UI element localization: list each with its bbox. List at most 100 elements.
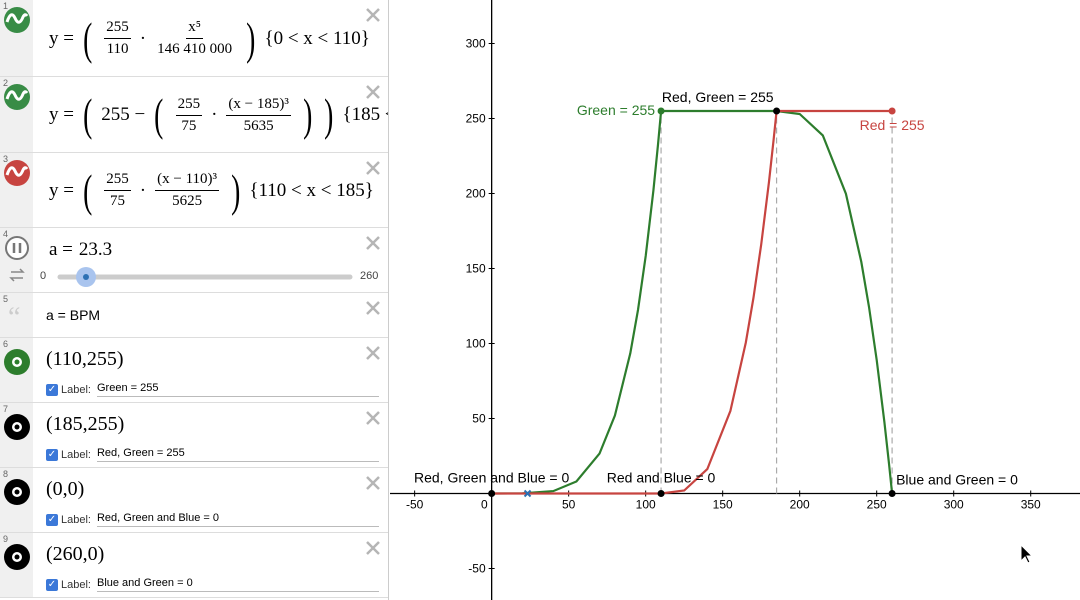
denominator: 75 xyxy=(181,117,197,134)
point-dot xyxy=(14,359,20,365)
checkbox[interactable]: ✓ xyxy=(46,513,58,526)
x-tick-label: 50 xyxy=(562,498,576,512)
math-token: y = xyxy=(49,27,74,49)
expression-row[interactable]: 4 a = 23.3 0 260 xyxy=(0,228,388,293)
slider-thumb[interactable] xyxy=(82,274,89,280)
expression-row[interactable]: 9 (260,0) ✓ Label: Blue and Green = 0 xyxy=(0,533,388,598)
point xyxy=(657,107,665,115)
slider-marker xyxy=(523,489,532,498)
delete-button[interactable] xyxy=(364,83,382,101)
row-icon xyxy=(4,7,30,33)
row-icon xyxy=(4,414,30,440)
row-icon xyxy=(4,479,30,505)
point xyxy=(488,490,496,497)
point xyxy=(888,490,896,497)
point xyxy=(773,107,781,115)
checkbox[interactable]: ✓ xyxy=(46,578,58,591)
x-tick-label: 150 xyxy=(713,498,733,512)
row-icon xyxy=(4,349,30,375)
row-icon xyxy=(4,160,30,186)
delete-x xyxy=(366,411,380,425)
row-icon xyxy=(4,544,30,570)
delete-button[interactable] xyxy=(364,159,382,177)
label-input[interactable]: Blue and Green = 0 xyxy=(96,577,379,592)
row-number: 8 xyxy=(3,469,9,479)
math-token: ) xyxy=(231,164,241,216)
math-token: ( xyxy=(83,12,93,64)
slider-min: 0 xyxy=(40,270,47,282)
point-label: Blue and Green = 0 xyxy=(896,472,1018,488)
wave xyxy=(5,13,29,24)
delete-button[interactable] xyxy=(364,344,382,362)
label-input[interactable]: Green = 255 xyxy=(96,382,379,397)
fraction: x⁵ 146 410 000 xyxy=(152,19,237,58)
loop-icon xyxy=(9,268,25,282)
label-caption: Label: xyxy=(61,578,91,591)
point-dot xyxy=(14,554,20,560)
wave xyxy=(5,166,29,177)
slider[interactable] xyxy=(50,262,360,292)
math-token: ) xyxy=(324,89,334,140)
math-token: ) xyxy=(302,89,313,140)
y-tick-label: 200 xyxy=(466,187,486,201)
fraction: 255 110 xyxy=(101,19,134,58)
numerator: 255 xyxy=(104,19,131,39)
delete-button[interactable] xyxy=(364,474,382,492)
denominator: 110 xyxy=(106,41,129,57)
delete-button[interactable] xyxy=(364,234,382,252)
row-icon xyxy=(4,84,30,110)
fraction: (x − 185)³ 5635 xyxy=(223,96,293,135)
delete-button[interactable] xyxy=(364,299,382,317)
expression-row[interactable]: 7 (185,255) ✓ Label: Red, Green = 255 xyxy=(0,403,388,468)
y-tick-label: 100 xyxy=(466,337,486,351)
row-number: 9 xyxy=(3,534,9,544)
icon-strip xyxy=(0,293,33,337)
y-tick-label: 150 xyxy=(466,262,486,276)
delete-button[interactable] xyxy=(364,6,382,24)
graph-canvas: -50 0 50 100 150 200 250 300 350 -50 50 100 150 200 25… xyxy=(390,0,1080,600)
expression-row[interactable]: 5 “ a = BPM xyxy=(0,293,388,338)
math-token: · xyxy=(139,27,147,49)
expression-row[interactable]: 8 (0,0) ✓ Label: Red, Green and Blue = 0 xyxy=(0,468,388,533)
math-token: · xyxy=(211,104,218,125)
point-label: Red, Green and Blue = 0 xyxy=(414,470,569,486)
checkbox[interactable]: ✓ xyxy=(46,448,58,461)
x-tick-label: 350 xyxy=(1021,498,1041,512)
denominator: 5635 xyxy=(243,117,274,134)
slider-max: 260 xyxy=(360,270,379,282)
denominator: 5625 xyxy=(172,193,203,209)
expression-row[interactable]: 6 (110,255) ✓ Label: Green = 255 xyxy=(0,338,388,403)
slider-value: 23.3 xyxy=(78,239,113,260)
point-label: Red, Green = 255 xyxy=(662,89,774,105)
point-text: (0,0) xyxy=(46,478,85,500)
numerator: 255 xyxy=(104,171,131,191)
delete-x xyxy=(366,8,380,22)
wave xyxy=(5,90,29,101)
math-token: y = xyxy=(49,104,74,125)
row-icon xyxy=(5,236,29,282)
delete-x xyxy=(366,346,380,360)
row-number: 6 xyxy=(3,339,9,349)
label-setting: ✓ Label: Red, Green and Blue = 0 xyxy=(46,512,379,527)
x-tick-label: 0 xyxy=(481,498,488,512)
point-label: Green = 255 xyxy=(577,102,655,118)
point-text: (260,0) xyxy=(46,543,105,565)
delete-button[interactable] xyxy=(364,539,382,557)
delete-button[interactable] xyxy=(364,409,382,427)
fraction: (x − 110)³ 5625 xyxy=(152,171,222,210)
math-token: {110 < x < 185} xyxy=(249,179,374,201)
label-input[interactable]: Red, Green and Blue = 0 xyxy=(96,512,379,527)
label-caption: Label: xyxy=(61,383,91,396)
x-tick-label: 100 xyxy=(636,498,656,512)
math: y =(255 110 · x⁵ 146 410 000) {0 < x < 110} xyxy=(46,9,373,69)
checkbox[interactable]: ✓ xyxy=(46,383,58,396)
y-tick-label: -50 xyxy=(468,562,486,576)
point xyxy=(657,490,665,497)
point-dot xyxy=(14,489,20,495)
label-input[interactable]: Red, Green = 255 xyxy=(96,447,379,462)
